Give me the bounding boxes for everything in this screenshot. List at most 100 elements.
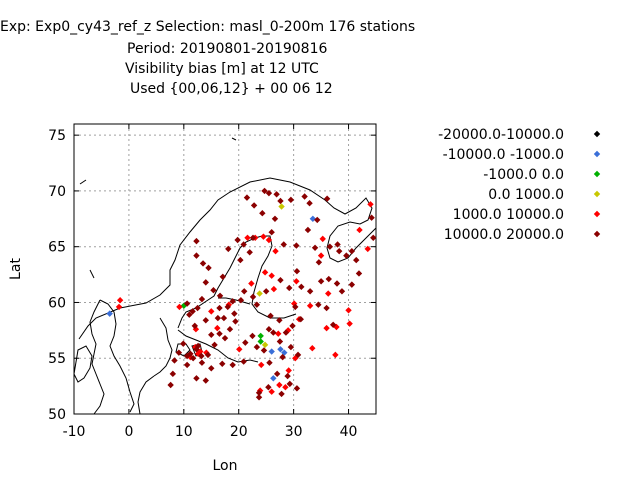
data-point — [265, 326, 273, 333]
legend-marker — [593, 190, 601, 198]
data-point — [270, 329, 277, 336]
data-point — [202, 279, 209, 286]
data-point — [214, 324, 221, 332]
y-tick-label: 50 — [48, 407, 66, 423]
data-point — [325, 275, 332, 283]
data-point — [286, 380, 293, 388]
data-point — [311, 244, 319, 252]
data-point — [250, 202, 258, 209]
data-point — [293, 268, 301, 275]
data-point — [191, 322, 198, 330]
data-point — [282, 329, 290, 336]
grid-lines — [74, 124, 376, 414]
legend-label: 1000.0 10000.0 — [453, 207, 564, 223]
data-point — [116, 297, 124, 304]
x-tick-label: 30 — [285, 424, 303, 440]
data-point — [253, 301, 261, 308]
data-point — [276, 338, 284, 345]
legend-label: 10000.0 20000.0 — [444, 227, 564, 243]
data-point — [241, 288, 248, 295]
data-point — [277, 197, 284, 205]
data-point — [326, 243, 334, 250]
data-point — [287, 343, 295, 351]
data-point — [286, 284, 293, 292]
data-point — [243, 194, 251, 201]
data-point — [306, 302, 314, 310]
data-point — [343, 252, 350, 259]
data-point — [275, 330, 282, 337]
data-point — [315, 259, 323, 266]
data-point — [338, 288, 346, 295]
y-tick-label: 75 — [48, 128, 66, 144]
data-point — [202, 317, 209, 324]
data-point — [284, 372, 291, 380]
data-point — [242, 339, 249, 346]
legend-label: -1000.0 0.0 — [483, 167, 564, 183]
data-point — [169, 370, 177, 378]
data-point — [211, 341, 218, 349]
data-point — [272, 247, 279, 255]
data-point — [306, 288, 314, 295]
data-point — [370, 234, 377, 241]
data-point — [255, 389, 263, 397]
data-point — [194, 304, 201, 312]
legend-marker — [593, 230, 601, 238]
data-point — [265, 236, 273, 244]
data-point — [231, 310, 238, 317]
data-point — [199, 260, 207, 267]
x-tick-label: -10 — [63, 424, 86, 440]
data-point — [279, 353, 286, 361]
data-point — [237, 256, 244, 264]
data-point — [249, 293, 257, 301]
data-point — [198, 359, 206, 366]
data-point — [198, 352, 205, 360]
data-point — [292, 303, 299, 311]
data-point — [262, 288, 270, 295]
data-point — [216, 330, 223, 337]
x-tick-label: 40 — [340, 424, 358, 440]
data-point — [224, 303, 231, 311]
data-point — [319, 235, 326, 243]
title-line-3: Visibility bias [m] at 12 UTC — [125, 61, 319, 77]
data-point — [267, 312, 274, 320]
data-point — [183, 300, 191, 307]
data-point — [175, 349, 183, 356]
data-point — [244, 234, 251, 241]
legend-label: -20000.0-10000.0 — [438, 127, 564, 143]
x-axis-label: Lon — [213, 458, 238, 474]
data-point — [268, 348, 275, 355]
data-point — [287, 196, 295, 204]
data-point — [226, 326, 234, 333]
data-point — [255, 394, 263, 401]
data-point — [183, 361, 191, 369]
data-point — [225, 245, 232, 253]
x-tick-label: 0 — [124, 424, 133, 440]
data-point — [221, 334, 229, 342]
data-point — [210, 286, 217, 294]
legend-marker — [593, 130, 601, 138]
data-point — [266, 359, 273, 366]
data-point — [202, 377, 209, 384]
data-point — [265, 189, 273, 197]
data-point — [240, 358, 247, 365]
data-point — [253, 343, 261, 351]
data-point — [323, 195, 331, 202]
data-point — [176, 303, 183, 311]
data-point — [248, 280, 255, 287]
data-point — [219, 273, 227, 281]
data-point — [229, 298, 236, 305]
data-point — [240, 241, 247, 248]
data-point — [333, 280, 341, 287]
y-axis-label: Lat — [8, 258, 24, 280]
data-point — [265, 384, 272, 391]
data-point — [260, 347, 268, 354]
data-point — [219, 360, 226, 368]
data-point — [194, 342, 202, 350]
y-axis-ticks: 50 55 60 65 70 75 — [48, 128, 376, 423]
data-point — [249, 234, 257, 241]
data-point — [208, 308, 215, 315]
legend: -20000.0-10000.0 -10000.0 -1000.0 -1000.0 … — [438, 127, 601, 243]
data-point — [364, 245, 371, 253]
data-point — [332, 351, 339, 359]
